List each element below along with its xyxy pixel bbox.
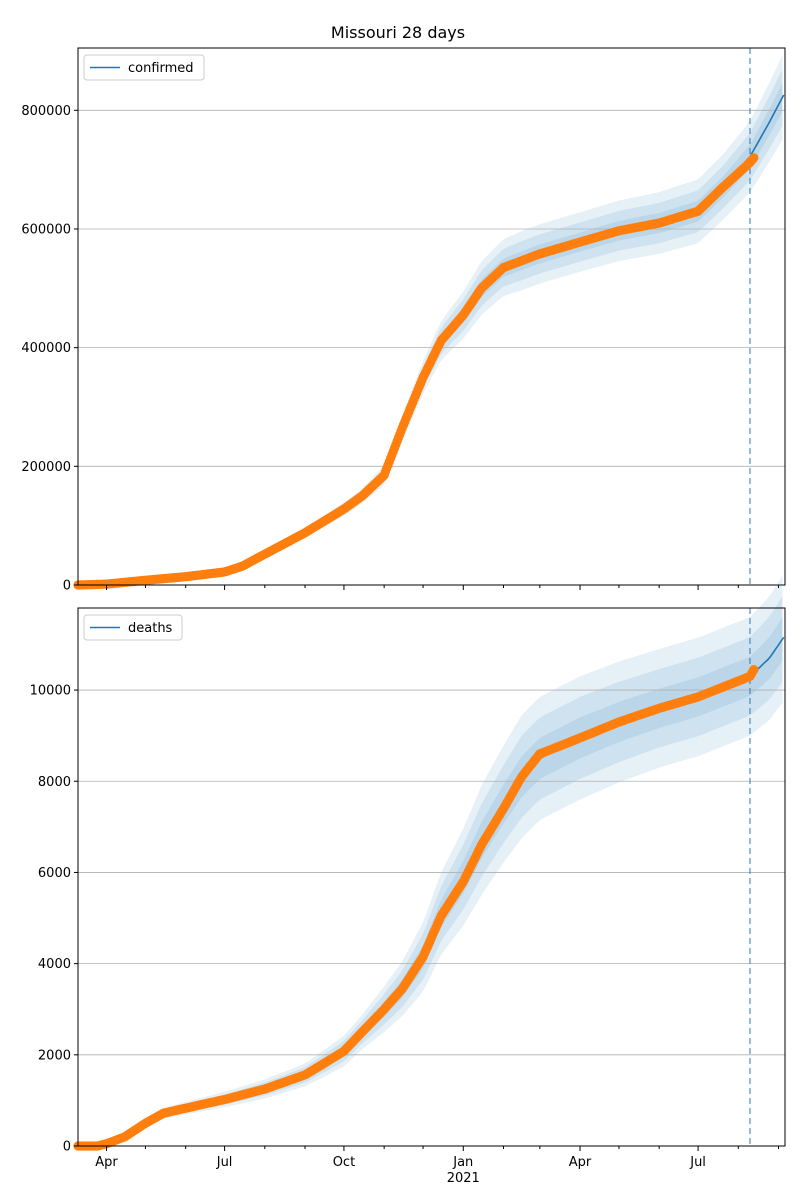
observed-point	[749, 153, 759, 163]
deaths-y-ticks: 0 2000 4000 6000 8000 10000	[30, 684, 78, 1155]
confirmed-axes-frame	[77, 47, 786, 586]
x-tick-label: Apr	[569, 1155, 592, 1170]
deaths-legend: deaths	[83, 614, 183, 641]
y-tick-label: 600000	[21, 222, 71, 237]
deaths-legend-label: deaths	[128, 621, 173, 636]
confirmed-uncertainty-bands	[78, 55, 783, 586]
x-tick-label: Jan	[452, 1155, 473, 1170]
y-tick-label: 0	[63, 579, 71, 594]
x-tick-label: Jul	[689, 1155, 706, 1170]
x-year-label: 2021	[447, 1171, 480, 1186]
deaths-axes-frame	[77, 607, 786, 1147]
uncertainty-band-2	[78, 596, 783, 1146]
y-tick-label: 10000	[30, 684, 71, 699]
y-tick-label: 200000	[21, 460, 71, 475]
deaths-gridlines	[78, 689, 785, 1056]
y-tick-label: 0	[63, 1140, 71, 1155]
confirmed-fit-line	[77, 94, 785, 586]
deaths-uncertainty-bands	[78, 575, 783, 1146]
y-tick-label: 4000	[38, 957, 71, 972]
y-tick-label: 6000	[38, 866, 71, 881]
deaths-x-ticks: Apr Jul Oct Jan Apr Jul	[95, 1146, 780, 1170]
y-tick-label: 800000	[21, 104, 71, 119]
x-tick-label: Jul	[216, 1155, 233, 1170]
y-tick-label: 2000	[38, 1048, 71, 1063]
uncertainty-band-1	[78, 575, 783, 1146]
y-tick-label: 8000	[38, 775, 71, 790]
uncertainty-band-2	[78, 69, 783, 586]
uncertainty-band-3	[78, 617, 783, 1146]
deaths-observed-points	[73, 665, 759, 1151]
confirmed-y-ticks: 0 200000 400000 600000 800000	[21, 104, 78, 594]
chart-title: Missouri 28 days	[331, 23, 465, 42]
confirmed-legend-label: confirmed	[128, 61, 194, 76]
confirmed-x-ticks	[106, 585, 780, 590]
confirmed-legend: confirmed	[83, 54, 205, 81]
y-tick-label: 400000	[21, 341, 71, 356]
x-tick-label: Oct	[333, 1155, 355, 1170]
uncertainty-band-3	[78, 83, 783, 586]
deaths-panel: 0 2000 4000 6000 8000 10000 Apr Jul Oct Jan Apr Ju…	[30, 575, 786, 1186]
confirmed-panel: 0 200000 400000 600000 800000 confirmed	[21, 47, 786, 594]
deaths-legend-box	[83, 614, 183, 641]
x-tick-label: Apr	[95, 1155, 118, 1170]
confirmed-observed-points	[73, 153, 759, 590]
observed-point	[749, 665, 759, 675]
confirmed-gridlines	[78, 109, 785, 467]
confirmed-legend-box	[83, 54, 205, 81]
uncertainty-band-1	[78, 55, 783, 586]
